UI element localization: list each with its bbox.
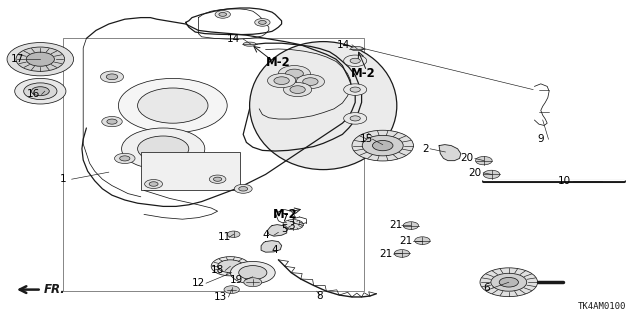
Ellipse shape	[351, 46, 364, 51]
Circle shape	[483, 170, 500, 179]
Circle shape	[283, 220, 303, 230]
Text: 21: 21	[389, 220, 402, 230]
Text: FR.: FR.	[44, 283, 66, 296]
Circle shape	[209, 175, 226, 183]
Text: 12: 12	[192, 278, 205, 288]
Text: TK4AM0100: TK4AM0100	[577, 302, 626, 311]
Circle shape	[234, 184, 252, 193]
Circle shape	[290, 86, 305, 93]
Text: 20: 20	[461, 153, 474, 164]
Circle shape	[303, 78, 318, 85]
Text: 4: 4	[262, 230, 269, 240]
Polygon shape	[268, 225, 287, 236]
Text: 9: 9	[538, 134, 544, 144]
Circle shape	[476, 156, 492, 165]
Circle shape	[394, 250, 410, 257]
Polygon shape	[439, 145, 461, 161]
Circle shape	[274, 77, 289, 84]
Text: M-2: M-2	[351, 67, 376, 80]
Circle shape	[239, 187, 248, 191]
Circle shape	[415, 237, 430, 244]
Circle shape	[350, 58, 360, 63]
Circle shape	[16, 47, 65, 71]
Text: 13: 13	[214, 292, 227, 302]
Polygon shape	[261, 241, 282, 252]
Circle shape	[31, 87, 49, 96]
Circle shape	[122, 128, 205, 170]
Text: 14: 14	[227, 34, 240, 44]
Circle shape	[278, 66, 310, 82]
Circle shape	[15, 78, 66, 104]
FancyBboxPatch shape	[141, 152, 240, 190]
Circle shape	[255, 19, 270, 26]
Text: 14: 14	[337, 40, 349, 50]
Circle shape	[106, 74, 118, 80]
Circle shape	[102, 116, 122, 127]
Circle shape	[499, 277, 518, 287]
Circle shape	[350, 87, 360, 92]
Text: 11: 11	[218, 232, 230, 243]
Text: 20: 20	[468, 168, 481, 178]
Text: 7: 7	[282, 212, 288, 223]
Circle shape	[259, 20, 266, 24]
Circle shape	[138, 136, 189, 162]
Circle shape	[115, 153, 135, 164]
Circle shape	[7, 43, 74, 76]
Circle shape	[344, 84, 367, 95]
Text: 21: 21	[380, 249, 392, 259]
Circle shape	[352, 130, 413, 161]
Circle shape	[145, 180, 163, 188]
Circle shape	[24, 83, 57, 100]
Circle shape	[344, 55, 367, 67]
Circle shape	[403, 222, 419, 229]
Circle shape	[239, 266, 267, 280]
Text: 10: 10	[558, 176, 571, 186]
Circle shape	[211, 257, 250, 276]
Circle shape	[284, 83, 312, 97]
Circle shape	[26, 52, 54, 66]
Text: 5: 5	[282, 224, 288, 234]
Circle shape	[350, 116, 360, 121]
Circle shape	[100, 71, 124, 83]
Circle shape	[296, 75, 324, 89]
Circle shape	[244, 278, 262, 287]
Ellipse shape	[243, 42, 256, 46]
Circle shape	[491, 273, 527, 291]
Bar	[63, 38, 364, 291]
Circle shape	[230, 261, 275, 284]
Text: 16: 16	[27, 89, 40, 100]
Circle shape	[214, 177, 222, 181]
Circle shape	[227, 231, 240, 237]
Text: 17: 17	[12, 54, 24, 64]
Text: 19: 19	[230, 275, 243, 285]
Text: 1: 1	[60, 174, 66, 184]
Text: 6: 6	[483, 283, 490, 293]
Circle shape	[285, 69, 303, 78]
Circle shape	[120, 156, 130, 161]
Circle shape	[118, 78, 227, 133]
Circle shape	[224, 286, 239, 293]
Circle shape	[149, 182, 158, 186]
Text: 3: 3	[288, 220, 294, 231]
Text: 2: 2	[422, 144, 429, 154]
Ellipse shape	[250, 42, 397, 170]
Text: 18: 18	[211, 265, 224, 276]
Text: 8: 8	[317, 291, 323, 301]
Text: 15: 15	[360, 134, 372, 144]
Circle shape	[218, 260, 243, 273]
Circle shape	[362, 135, 403, 156]
Text: M-2: M-2	[266, 56, 291, 69]
Circle shape	[138, 88, 208, 123]
Text: 4: 4	[272, 244, 278, 255]
Text: 21: 21	[399, 236, 412, 246]
Circle shape	[268, 74, 296, 88]
Circle shape	[107, 119, 117, 124]
Circle shape	[480, 268, 538, 297]
Circle shape	[344, 113, 367, 124]
Circle shape	[372, 140, 393, 151]
Circle shape	[219, 12, 227, 16]
Text: M-2: M-2	[273, 208, 297, 221]
Circle shape	[215, 11, 230, 18]
